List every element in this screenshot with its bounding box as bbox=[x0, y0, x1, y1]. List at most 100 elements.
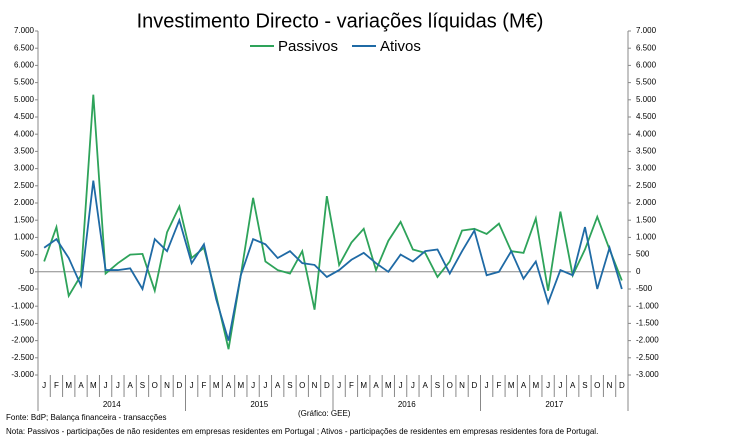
x-tick-label: D bbox=[471, 381, 477, 390]
year-label: 2014 bbox=[103, 400, 121, 409]
x-tick-label: N bbox=[607, 381, 613, 390]
x-tick-label: M bbox=[65, 381, 72, 390]
legend-label: Passivos bbox=[278, 38, 338, 55]
y2-tick-label: 0 bbox=[636, 267, 641, 276]
x-tick-label: M bbox=[508, 381, 515, 390]
y2-tick-label: 4.000 bbox=[636, 129, 657, 138]
y2-tick-label: -500 bbox=[636, 284, 653, 293]
x-tick-label: O bbox=[447, 381, 453, 390]
x-tick-label: J bbox=[104, 381, 108, 390]
x-tick-label: J bbox=[337, 381, 341, 390]
y-tick-label: 3.500 bbox=[14, 147, 35, 156]
year-label: 2016 bbox=[398, 400, 416, 409]
y2-tick-label: -1.500 bbox=[636, 319, 659, 328]
y-tick-label: 3.000 bbox=[14, 164, 35, 173]
x-tick-label: J bbox=[116, 381, 120, 390]
credit: (Gráfico: GEE) bbox=[298, 409, 351, 418]
y-tick-label: 1.000 bbox=[14, 233, 35, 242]
y-tick-label: -1.500 bbox=[11, 319, 34, 328]
x-tick-label: J bbox=[251, 381, 255, 390]
x-tick-label: S bbox=[140, 381, 145, 390]
y-tick-label: 2.500 bbox=[14, 181, 35, 190]
x-tick-label: M bbox=[237, 381, 244, 390]
y2-tick-label: -3.000 bbox=[636, 370, 659, 379]
y2-tick-label: -2.500 bbox=[636, 353, 659, 362]
x-tick-label: M bbox=[213, 381, 220, 390]
x-tick-label: J bbox=[485, 381, 489, 390]
x-tick-label: J bbox=[263, 381, 267, 390]
y-tick-label: 7.000 bbox=[14, 26, 35, 35]
x-tick-label: M bbox=[532, 381, 539, 390]
x-tick-label: J bbox=[42, 381, 46, 390]
note: Nota: Passivos - participações de não re… bbox=[6, 427, 598, 436]
y2-tick-label: 4.500 bbox=[636, 112, 657, 121]
y2-tick-label: 5.500 bbox=[636, 78, 657, 87]
y2-tick-label: -1.000 bbox=[636, 301, 659, 310]
x-tick-label: S bbox=[287, 381, 292, 390]
x-tick-label: J bbox=[190, 381, 194, 390]
y2-tick-label: 3.000 bbox=[636, 164, 657, 173]
x-tick-label: M bbox=[90, 381, 97, 390]
x-tick-label: J bbox=[558, 381, 562, 390]
x-tick-label: J bbox=[399, 381, 403, 390]
y-tick-label: 2.000 bbox=[14, 198, 35, 207]
series-line bbox=[43, 94, 623, 350]
y-tick-label: -3.000 bbox=[11, 370, 34, 379]
year-label: 2015 bbox=[250, 400, 268, 409]
y2-tick-label: 3.500 bbox=[636, 147, 657, 156]
y2-tick-label: 2.500 bbox=[636, 181, 657, 190]
y-tick-label: 0 bbox=[30, 267, 35, 276]
x-tick-label: F bbox=[54, 381, 59, 390]
x-tick-label: A bbox=[275, 381, 281, 390]
x-tick-label: D bbox=[324, 381, 330, 390]
y-tick-label: 4.500 bbox=[14, 112, 35, 121]
year-label: 2017 bbox=[545, 400, 563, 409]
y-tick-label: -1.000 bbox=[11, 301, 34, 310]
y-tick-label: -500 bbox=[18, 284, 35, 293]
legend-label: Ativos bbox=[380, 38, 421, 55]
x-tick-label: A bbox=[226, 381, 232, 390]
y-tick-label: 5.500 bbox=[14, 78, 35, 87]
x-tick-label: J bbox=[546, 381, 550, 390]
x-tick-label: D bbox=[619, 381, 625, 390]
x-tick-label: F bbox=[496, 381, 501, 390]
chart-title: Investimento Directo - variações líquida… bbox=[137, 10, 544, 32]
y-tick-label: -2.000 bbox=[11, 336, 34, 345]
x-tick-label: A bbox=[78, 381, 84, 390]
x-tick-label: D bbox=[176, 381, 182, 390]
y-tick-label: -2.500 bbox=[11, 353, 34, 362]
y2-tick-label: 5.000 bbox=[636, 95, 657, 104]
x-tick-label: O bbox=[299, 381, 305, 390]
x-tick-label: S bbox=[582, 381, 587, 390]
x-tick-label: M bbox=[385, 381, 392, 390]
x-tick-label: A bbox=[423, 381, 429, 390]
x-tick-label: N bbox=[312, 381, 318, 390]
x-tick-label: M bbox=[360, 381, 367, 390]
y-tick-label: 4.000 bbox=[14, 129, 35, 138]
y2-tick-label: 1.500 bbox=[636, 215, 657, 224]
x-tick-label: A bbox=[521, 381, 527, 390]
y-tick-label: 5.000 bbox=[14, 95, 35, 104]
x-tick-label: F bbox=[201, 381, 206, 390]
y2-tick-label: 500 bbox=[636, 250, 650, 259]
y2-tick-label: 2.000 bbox=[636, 198, 657, 207]
x-tick-label: A bbox=[373, 381, 379, 390]
y-tick-label: 1.500 bbox=[14, 215, 35, 224]
y-tick-label: 6.000 bbox=[14, 61, 35, 70]
y2-tick-label: -2.000 bbox=[636, 336, 659, 345]
y-tick-label: 6.500 bbox=[14, 43, 35, 52]
y-tick-label: 500 bbox=[21, 250, 35, 259]
y2-tick-label: 6.000 bbox=[636, 61, 657, 70]
series-line bbox=[43, 180, 623, 341]
y2-tick-label: 1.000 bbox=[636, 233, 657, 242]
x-tick-label: F bbox=[349, 381, 354, 390]
x-tick-label: O bbox=[594, 381, 600, 390]
x-tick-label: N bbox=[459, 381, 465, 390]
x-tick-label: A bbox=[128, 381, 134, 390]
x-tick-label: A bbox=[570, 381, 576, 390]
x-tick-label: J bbox=[411, 381, 415, 390]
x-tick-label: S bbox=[435, 381, 440, 390]
x-tick-label: N bbox=[164, 381, 170, 390]
y2-tick-label: 7.000 bbox=[636, 26, 657, 35]
